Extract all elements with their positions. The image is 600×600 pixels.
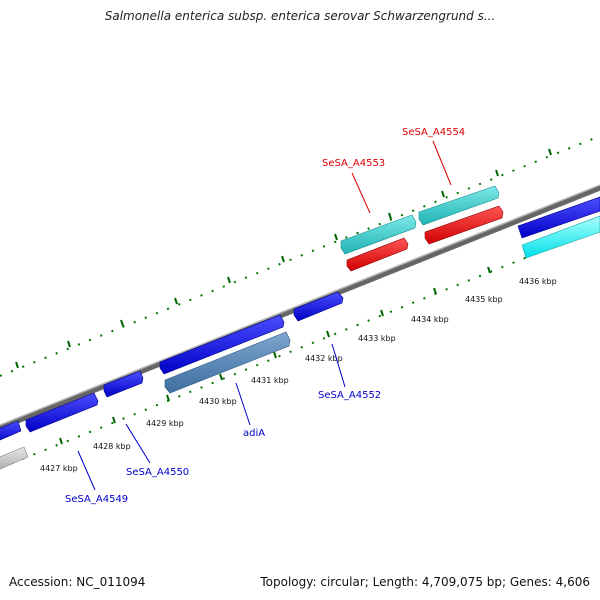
gene-label-adiA[interactable]: adiA — [243, 428, 265, 439]
gene-SeSA_A4554[interactable] — [424, 205, 504, 245]
topology-summary: Topology: circular; Length: 4,709,075 bp… — [260, 575, 590, 589]
gene-leader-lines — [77, 140, 452, 491]
gene-SeSA_A4550[interactable] — [103, 370, 144, 398]
scale-label: 4427 kbp — [40, 464, 78, 473]
accession-text: Accession: NC_011094 — [9, 575, 146, 589]
scale-label: 4436 kbp — [519, 277, 557, 286]
tick-ring-outer — [0, 135, 600, 377]
scale-label: 4433 kbp — [358, 334, 396, 343]
scale-label: 4430 kbp — [199, 397, 237, 406]
scale-label: 4435 kbp — [465, 295, 503, 304]
genome-title: Salmonella enterica subsp. enterica sero… — [104, 9, 496, 23]
gene-adiA[interactable] — [164, 331, 291, 394]
gene-label-SeSA_A4549[interactable]: SeSA_A4549 — [65, 494, 128, 505]
gene-SeSA_A4552[interactable] — [293, 291, 344, 322]
gene-label-SeSA_A4554[interactable]: SeSA_A4554 — [402, 127, 465, 138]
scale-label: 4434 kbp — [411, 315, 449, 324]
scale-label: 4432 kbp — [305, 354, 343, 363]
gene-cyan-1[interactable] — [340, 214, 417, 255]
scale-labels: 4427 kbp 4428 kbp 4429 kbp 4430 kbp 4431… — [40, 277, 557, 473]
scale-label: 4431 kbp — [251, 376, 289, 385]
gene-labels: SeSA_A4549 SeSA_A4550 adiA SeSA_A4552 Se… — [65, 127, 465, 505]
forward-strand-features — [0, 196, 600, 441]
scale-label: 4428 kbp — [93, 442, 131, 451]
gene-forward-long[interactable] — [159, 314, 285, 375]
gene-label-SeSA_A4553[interactable]: SeSA_A4553 — [322, 158, 385, 169]
gene-label-SeSA_A4552[interactable]: SeSA_A4552 — [318, 390, 381, 401]
rna-features — [340, 185, 504, 272]
gene-SeSA_A4549[interactable] — [25, 392, 99, 433]
scale-label: 4429 kbp — [146, 419, 184, 428]
reverse-strand-features — [0, 215, 600, 470]
gene-cyan-2[interactable] — [418, 185, 500, 226]
gene-SeSA_A4553[interactable] — [346, 237, 409, 272]
tick-ring-inner — [0, 227, 600, 469]
gene-label-SeSA_A4550[interactable]: SeSA_A4550 — [126, 467, 189, 478]
